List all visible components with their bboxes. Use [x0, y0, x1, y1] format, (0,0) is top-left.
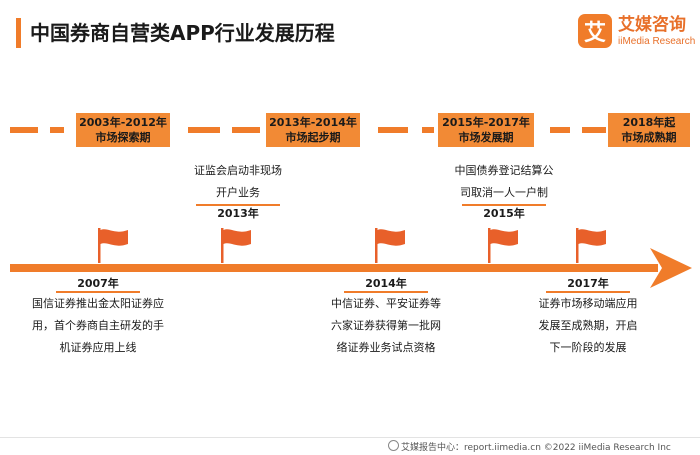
title-accent-bar [16, 18, 21, 48]
phase-years: 2013年-2014年 [269, 116, 357, 129]
dash-segment [188, 127, 220, 133]
desc-line: 证监会启动非现场 [194, 164, 282, 177]
event-2014-year: 2014年 [365, 277, 407, 290]
phase-label: 市场探索期 [95, 131, 151, 144]
event-2013-description: 证监会启动非现场 开户业务 [186, 160, 290, 204]
event-2017-underline [546, 291, 630, 293]
event-2014-underline [344, 291, 428, 293]
logo-name: 艾媒咨询 [618, 15, 686, 35]
event-2013-year: 2013年 [217, 207, 259, 220]
flag-icon [221, 228, 251, 263]
desc-line: 开户业务 [216, 186, 260, 199]
phase-box-maturity: 2018年起 市场成熟期 [608, 113, 690, 147]
arrow-head-icon [650, 248, 692, 288]
footer-text: 艾媒报告中心：report.iimedia.cn ©2022 iiMedia R… [401, 443, 671, 453]
event-2015-underline [462, 204, 546, 206]
footer-divider [0, 437, 700, 438]
footer: 艾媒报告中心：report.iimedia.cn ©2022 iiMedia R… [388, 440, 671, 453]
logo-subtitle: iiMedia Research [618, 36, 696, 47]
phase-label: 市场成熟期 [621, 131, 677, 144]
desc-line: 发展至成熟期，开启 [538, 319, 638, 332]
desc-line: 六家证券获得第一批网 [331, 319, 441, 332]
phase-dash-line [10, 127, 690, 133]
flag-icon [488, 228, 518, 263]
desc-line: 下一阶段的发展 [549, 341, 627, 354]
timeline-bar [10, 264, 658, 272]
dash-segment [50, 127, 64, 133]
flag-icon [375, 228, 405, 263]
dash-segment [10, 127, 38, 133]
desc-line: 证券市场移动端应用 [538, 297, 638, 310]
phase-years: 2018年起 [622, 116, 676, 129]
phase-years: 2003年-2012年 [79, 116, 167, 129]
dash-segment [232, 127, 260, 133]
dash-segment [582, 127, 606, 133]
phase-label: 市场起步期 [285, 131, 341, 144]
event-2007-year: 2007年 [77, 277, 119, 290]
phase-box-development: 2015年-2017年 市场发展期 [438, 113, 534, 147]
flag-icon [576, 228, 606, 263]
event-2015-year: 2015年 [483, 207, 525, 220]
event-2017-description: 证券市场移动端应用 发展至成熟期，开启 下一阶段的发展 [520, 293, 656, 359]
event-2017-year: 2017年 [567, 277, 609, 290]
dash-segment [378, 127, 408, 133]
event-2015-description: 中国债券登记结算公 司取消一人一户制 [448, 160, 560, 204]
desc-line: 中信证券、平安证券等 [331, 297, 441, 310]
desc-line: 国信证券推出金太阳证券应 [32, 297, 164, 310]
logo-mark: 艾 [578, 14, 612, 48]
brand-logo: 艾 艾媒咨询 iiMedia Research [578, 14, 695, 54]
phase-box-startup: 2013年-2014年 市场起步期 [266, 113, 360, 147]
event-2007-underline [56, 291, 140, 293]
dash-segment [422, 127, 434, 133]
page-title: 中国券商自营类APP行业发展历程 [30, 21, 335, 45]
phase-label: 市场发展期 [458, 131, 514, 144]
event-2014-description: 中信证券、平安证券等 六家证券获得第一批网 络证券业务试点资格 [312, 293, 460, 359]
flag-icon [98, 228, 128, 263]
event-2007-description: 国信证券推出金太阳证券应 用，首个券商自主研发的手 机证券应用上线 [14, 293, 182, 359]
report-center-icon [388, 440, 399, 451]
desc-line: 络证券业务试点资格 [336, 341, 436, 354]
dash-segment [550, 127, 570, 133]
phase-years: 2015年-2017年 [442, 116, 530, 129]
event-2013-underline [196, 204, 280, 206]
desc-line: 中国债券登记结算公 [454, 164, 554, 177]
desc-line: 用，首个券商自主研发的手 [32, 319, 164, 332]
desc-line: 司取消一人一户制 [460, 186, 548, 199]
phase-box-exploration: 2003年-2012年 市场探索期 [76, 113, 170, 147]
desc-line: 机证券应用上线 [59, 341, 137, 354]
